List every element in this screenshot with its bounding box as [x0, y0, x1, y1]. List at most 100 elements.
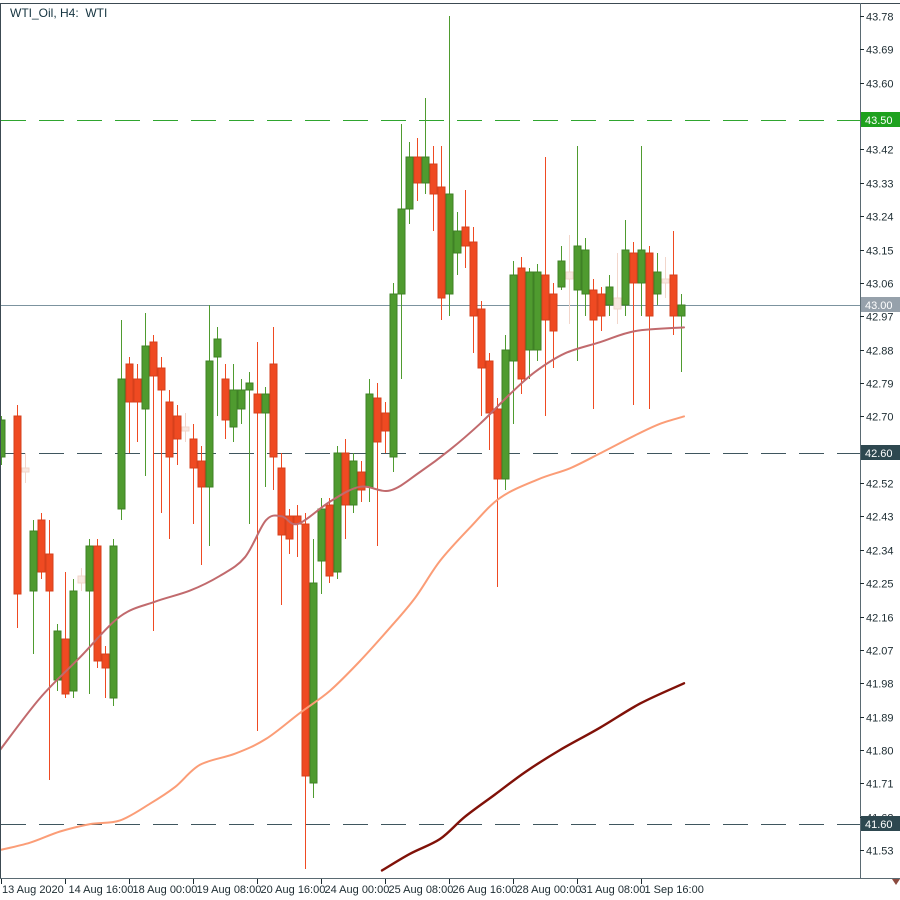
candle-body: [509, 274, 518, 362]
candle-up-80: [637, 146, 646, 316]
candle-down-79: [629, 242, 638, 405]
candle-body: [461, 226, 470, 247]
candle-body: [501, 349, 510, 480]
ma-fast-line: [0, 326, 685, 751]
candle-body: [53, 630, 62, 681]
candle-down-28: [221, 364, 230, 439]
candle-body: [13, 415, 22, 595]
badge-box: [861, 112, 900, 127]
candle-body: [101, 653, 110, 669]
time-tick-label: 25 Aug 08:00: [389, 884, 454, 896]
candle-up-85: [677, 294, 686, 372]
candle-down-41: [325, 498, 334, 583]
candle-body: [477, 308, 486, 369]
candle-down-65: [517, 257, 526, 394]
candle-up-26: [205, 305, 214, 546]
candle-up-29: [229, 364, 238, 442]
price-tick-label: 43.33: [866, 179, 894, 191]
candle-down-75: [597, 287, 606, 331]
candle-body: [213, 338, 222, 358]
candle-up-56: [445, 16, 454, 316]
candle-body: [653, 271, 662, 295]
ma-slowest-line: [380, 682, 686, 872]
time-tick-label: 1 Sep 16:00: [645, 884, 704, 896]
candle-body: [453, 230, 462, 254]
price-levels-layer: [1, 120, 860, 825]
candle-up-49: [389, 283, 398, 472]
candle-body: [325, 504, 334, 577]
candle-body: [85, 545, 94, 592]
candle-body: [165, 401, 174, 458]
price-tick-label: 41.89: [866, 713, 894, 725]
candle-down-52: [413, 138, 422, 201]
candle-up-46: [365, 379, 374, 502]
candle-body: [429, 163, 438, 195]
candle-body: [333, 452, 342, 573]
ghost-candle-77: [613, 253, 622, 324]
candle-body: [341, 452, 350, 506]
candle-body: [589, 289, 598, 321]
time-tick-label: 24 Aug 00:00: [325, 884, 390, 896]
ma-layer: [0, 326, 686, 872]
time-tick-label: 13 Aug 2020: [2, 884, 64, 896]
candle-body: [269, 363, 278, 458]
candle-body: [405, 156, 414, 210]
candle-body: [77, 575, 86, 584]
candle-up-73: [581, 238, 590, 316]
candle-down-48: [381, 402, 390, 453]
candle-body: [661, 278, 670, 284]
price-level-badge-42.60: 42.60: [861, 445, 900, 460]
candle-up-57: [453, 212, 462, 275]
candle-up-78: [621, 220, 630, 316]
badge-box: [861, 445, 900, 460]
candle-down-24: [189, 424, 198, 524]
candle-body: [173, 415, 182, 440]
candle-up-63: [501, 335, 510, 490]
price-badges-layer: 43.50 43.00 42.60 41.60: [861, 112, 900, 831]
candle-up-51: [405, 142, 414, 224]
badge-label: 43.50: [865, 115, 893, 127]
candle-body: [349, 460, 358, 506]
candle-up-82: [653, 253, 662, 305]
candle-body: [445, 193, 454, 295]
price-tick-label: 42.43: [866, 512, 894, 524]
badge-label: 42.60: [865, 448, 893, 460]
candle-body: [677, 304, 686, 317]
candle-body: [117, 378, 126, 510]
badge-label: 41.60: [865, 819, 893, 831]
candle-down-34: [269, 327, 278, 490]
candle-body: [605, 286, 614, 306]
ghost-candle-10: [77, 568, 86, 591]
time-tick-label: 14 Aug 16:00: [69, 884, 134, 896]
candle-body: [629, 252, 638, 284]
candle-body: [557, 260, 566, 288]
candle-body: [133, 378, 142, 403]
candle-down-35: [277, 453, 286, 605]
candle-body: [285, 515, 294, 540]
candle-up-44: [349, 453, 358, 513]
ghost-candle-23: [181, 413, 190, 442]
candle-body: [637, 249, 646, 284]
price-tick-label: 41.80: [866, 746, 894, 758]
candle-down-17: [133, 364, 142, 442]
candle-body: [669, 274, 678, 317]
candle-up-50: [397, 124, 406, 379]
candle-down-62: [493, 398, 502, 587]
price-tick-label: 43.06: [866, 279, 894, 291]
time-tick-label: 28 Aug 00:00: [517, 884, 582, 896]
candle-down-21: [165, 390, 174, 539]
candle-down-37: [293, 505, 302, 557]
candle-down-61: [485, 353, 494, 450]
candle-body: [469, 241, 478, 317]
time-axis[interactable]: 13 Aug 2020 14 Aug 16:00 18 Aug 00:00 19 Au…: [1, 879, 704, 896]
candle-down-5: [37, 513, 46, 579]
candle-up-18: [141, 313, 150, 476]
price-tick-label: 43.69: [866, 45, 894, 57]
candle-body: [229, 389, 238, 428]
price-tick-label: 41.98: [866, 679, 894, 691]
price-axis[interactable]: 43.78 43.69 43.60 43.42 43.33 43.24 43.15 43.06…: [860, 12, 894, 858]
candle-body: [0, 419, 6, 458]
candle-down-20: [157, 357, 166, 513]
candle-up-53: [421, 98, 430, 194]
